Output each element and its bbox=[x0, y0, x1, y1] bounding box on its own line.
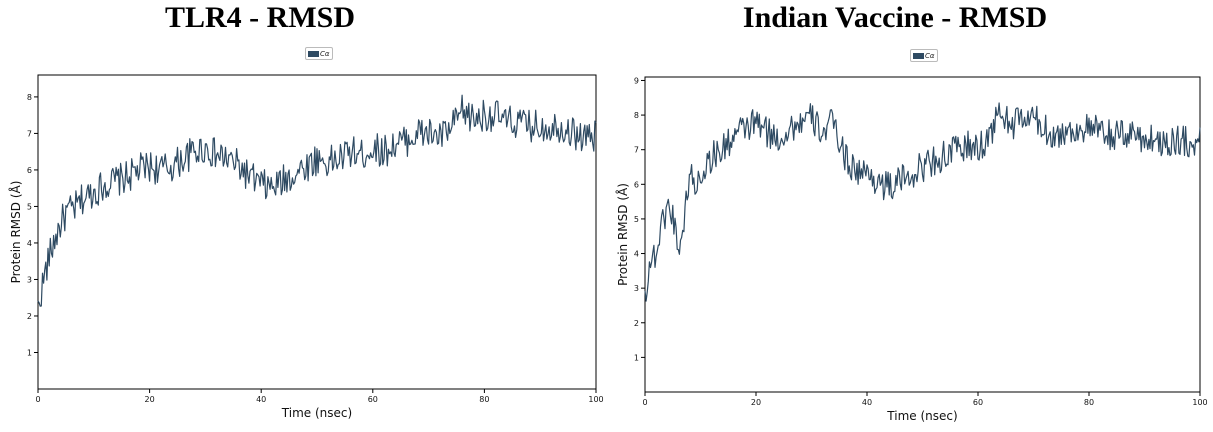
rmsd-series-line bbox=[37, 94, 597, 307]
y-tick-label: 9 bbox=[634, 76, 639, 85]
y-tick-label: 7 bbox=[634, 146, 639, 155]
x-axis-label: Time (nsec) bbox=[886, 409, 957, 423]
x-tick-label: 100 bbox=[588, 395, 603, 404]
chart-title: TLR4 - RMSD bbox=[164, 1, 355, 34]
y-tick-label: 5 bbox=[27, 202, 32, 211]
y-tick-label: 3 bbox=[27, 275, 32, 284]
y-tick-label: 1 bbox=[27, 348, 32, 357]
legend: Cα bbox=[910, 49, 938, 62]
x-tick-label: 60 bbox=[973, 398, 983, 407]
y-tick-label: 5 bbox=[634, 215, 639, 224]
x-tick-label: 80 bbox=[479, 395, 489, 404]
y-tick-label: 2 bbox=[27, 312, 32, 321]
y-tick-label: 8 bbox=[27, 93, 32, 102]
y-tick-label: 6 bbox=[634, 180, 639, 189]
legend-label: Cα bbox=[925, 51, 935, 60]
plot-frame bbox=[37, 74, 597, 390]
y-tick-label: 2 bbox=[634, 319, 639, 328]
legend-swatch bbox=[913, 52, 924, 59]
x-tick-label: 20 bbox=[145, 395, 155, 404]
legend-swatch bbox=[308, 50, 319, 57]
x-tick-label: 80 bbox=[1084, 398, 1094, 407]
y-axis-label: Protein RMSD (Å) bbox=[615, 183, 630, 286]
x-tick-label: 40 bbox=[256, 395, 266, 404]
y-tick-label: 8 bbox=[634, 111, 639, 120]
y-tick-label: 4 bbox=[27, 239, 32, 248]
y-tick-label: 1 bbox=[634, 353, 639, 362]
x-tick-label: 20 bbox=[751, 398, 761, 407]
legend-label: Cα bbox=[320, 49, 330, 58]
y-tick-label: 3 bbox=[634, 284, 639, 293]
chart-title: Indian Vaccine - RMSD bbox=[742, 1, 1048, 34]
x-tick-label: 0 bbox=[642, 398, 647, 407]
y-axis-label: Protein RMSD (Å) bbox=[8, 181, 23, 284]
x-tick-label: 0 bbox=[35, 395, 40, 404]
y-tick-label: 7 bbox=[27, 129, 32, 138]
x-tick-label: 60 bbox=[368, 395, 378, 404]
x-tick-label: 100 bbox=[1192, 398, 1207, 407]
x-axis-label: Time (nsec) bbox=[281, 406, 352, 420]
legend: Cα bbox=[305, 47, 333, 60]
y-tick-label: 4 bbox=[634, 250, 639, 259]
y-tick-label: 6 bbox=[27, 166, 32, 175]
x-tick-label: 40 bbox=[862, 398, 872, 407]
plot-frame bbox=[644, 76, 1201, 393]
rmsd-series-line bbox=[644, 102, 1201, 302]
